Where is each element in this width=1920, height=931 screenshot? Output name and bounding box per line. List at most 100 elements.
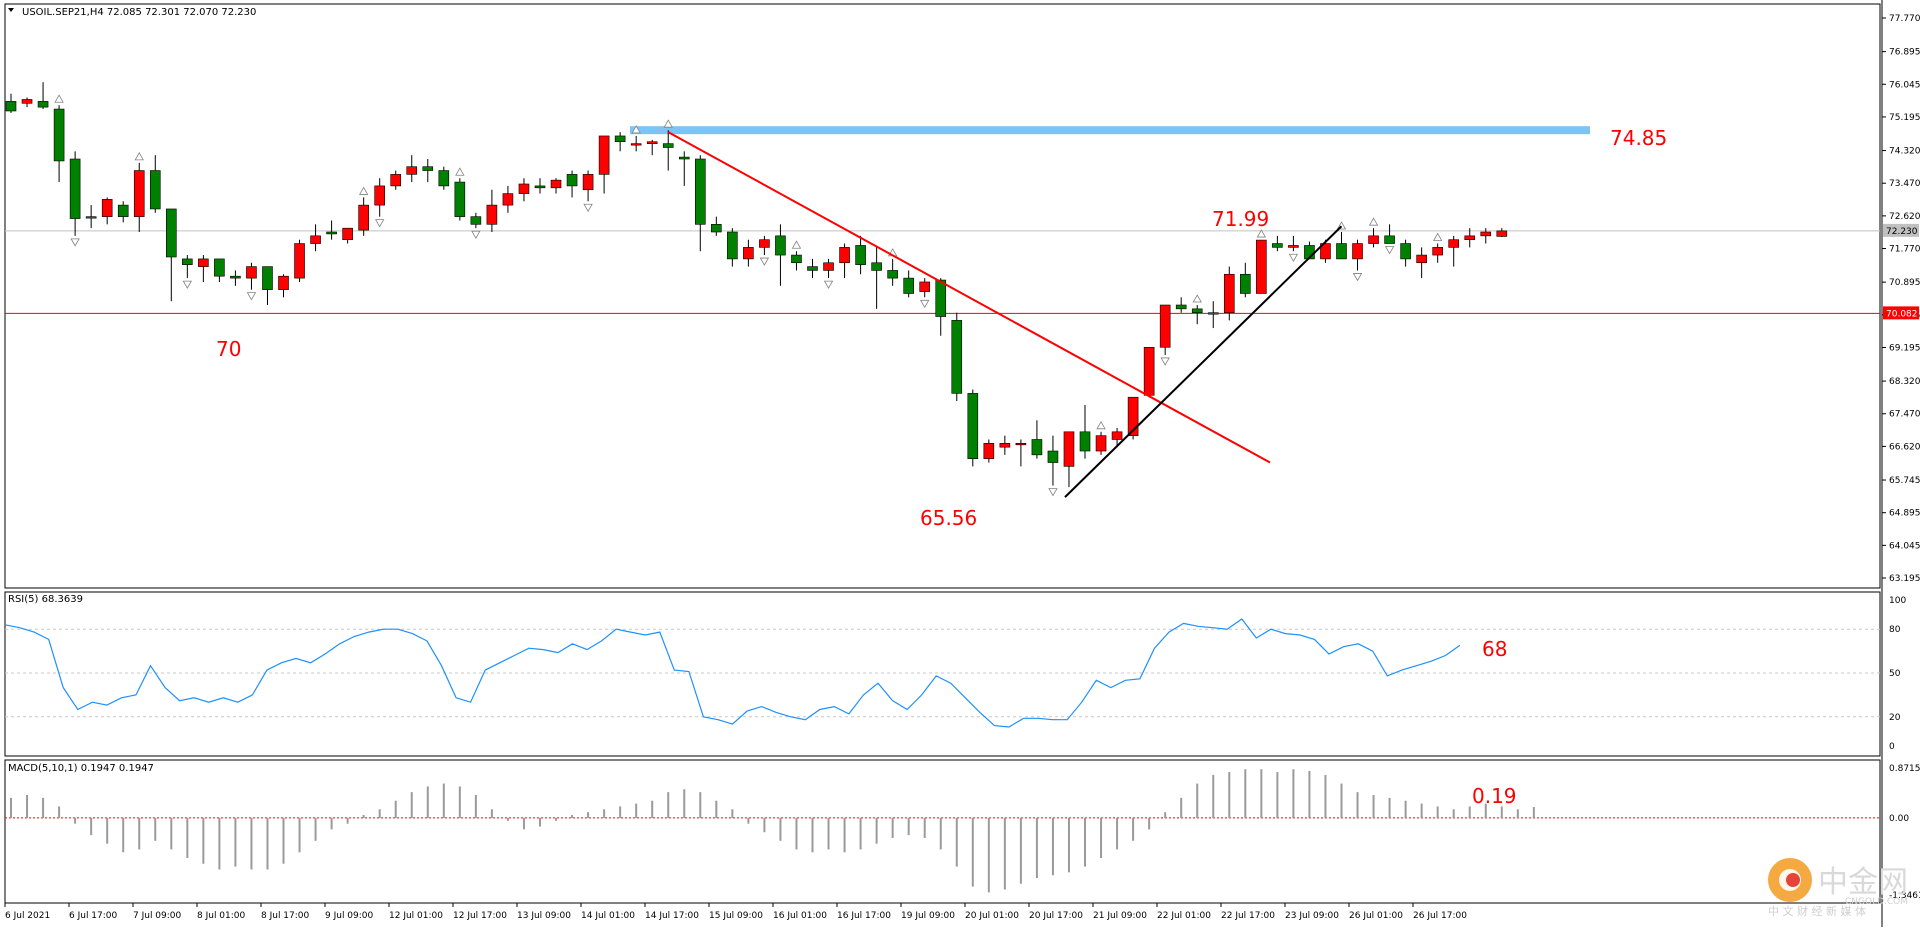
high-annotation: 71.99	[1212, 207, 1269, 231]
candle-body	[1320, 243, 1331, 260]
price-tick-label: 72.620	[1889, 212, 1920, 222]
candle-body	[646, 141, 658, 144]
chevron-down-icon[interactable]	[8, 8, 14, 12]
candle	[1496, 228, 1508, 238]
candle-body	[117, 204, 129, 217]
candle	[278, 274, 289, 298]
time-tick-label: 12 Jul 17:00	[453, 911, 507, 921]
candle	[1400, 239, 1411, 267]
candle	[294, 239, 305, 282]
rsi-tick-label: 80	[1889, 625, 1901, 635]
rsi-tick-label: 100	[1889, 596, 1906, 606]
rsi-pane[interactable]	[4, 591, 1881, 757]
candle	[342, 227, 353, 244]
candle-body	[1288, 245, 1299, 248]
candle-body	[887, 270, 898, 279]
candle	[582, 170, 594, 202]
candle	[1047, 435, 1059, 486]
support-price-tag-label: 70.082	[1886, 309, 1918, 319]
candle	[1448, 235, 1459, 267]
price-tick-label: 64.895	[1889, 509, 1920, 519]
candle-body	[166, 208, 177, 258]
candle	[101, 197, 113, 225]
time-tick-label: 23 Jul 09:00	[1285, 911, 1339, 921]
candle-body	[198, 258, 209, 267]
candle-body	[53, 108, 65, 162]
candle-body	[582, 174, 594, 191]
current-price-tag-label: 72.230	[1886, 227, 1918, 237]
candle	[1127, 396, 1139, 440]
candle	[1288, 235, 1299, 252]
candle-body	[1143, 346, 1155, 396]
fractal-up-icon	[1096, 420, 1106, 430]
candle	[1272, 235, 1283, 252]
candle-body	[214, 258, 225, 277]
candle	[374, 178, 385, 217]
candle-body	[1207, 312, 1219, 315]
fractal-up-icon	[631, 125, 641, 134]
candle	[1031, 420, 1043, 459]
candle	[1063, 431, 1075, 488]
candle-body	[678, 156, 690, 160]
candle	[775, 224, 786, 286]
fractal-down-icon	[1384, 246, 1395, 255]
candle-body	[1191, 308, 1203, 313]
candle-body	[711, 224, 722, 233]
rsi-value-annotation: 68	[1482, 637, 1507, 661]
candle	[935, 278, 947, 336]
macd-pane[interactable]	[4, 759, 1881, 904]
resistance-band[interactable]	[630, 126, 1590, 135]
candle	[807, 258, 818, 279]
time-tick-label: 14 Jul 17:00	[645, 911, 699, 921]
candle	[1223, 266, 1235, 321]
price-tick-label: 64.045	[1889, 541, 1920, 551]
candle-body	[759, 239, 770, 248]
candle-body	[999, 443, 1011, 448]
candle-body	[438, 170, 450, 187]
candle	[983, 439, 995, 463]
candle	[262, 266, 273, 306]
candle	[1240, 262, 1251, 298]
time-tick-label: 16 Jul 01:00	[773, 911, 827, 921]
time-tick-label: 6 Jul 2021	[5, 911, 50, 921]
candle-body	[1496, 230, 1508, 237]
candle	[326, 220, 337, 240]
time-tick-label: 9 Jul 09:00	[325, 911, 374, 921]
downtrend-line[interactable]	[667, 131, 1271, 464]
price-tick-label: 68.320	[1889, 377, 1920, 387]
candle	[566, 170, 578, 198]
candle	[903, 270, 914, 298]
candle-body	[967, 393, 979, 459]
time-tick-label: 14 Jul 01:00	[581, 911, 635, 921]
candle	[133, 162, 145, 233]
resistance-annotation: 74.85	[1610, 126, 1667, 150]
candle-body	[149, 170, 161, 210]
candle-body	[919, 281, 931, 292]
candle-body	[1368, 235, 1379, 244]
support-annotation: 70	[216, 337, 241, 361]
candle	[1095, 431, 1107, 455]
candle-body	[133, 170, 145, 217]
fractal-down-icon	[70, 238, 80, 247]
candle	[999, 435, 1011, 455]
macd-tick-label: -1.3461	[1889, 891, 1920, 901]
candle	[1480, 228, 1492, 244]
candle-body	[935, 279, 947, 317]
fractal-up-icon	[1256, 229, 1267, 238]
candle	[358, 197, 369, 236]
candle-body	[1031, 439, 1043, 456]
price-pane[interactable]	[4, 3, 1881, 589]
candle	[390, 170, 402, 190]
candle-body	[1111, 431, 1123, 440]
candle-body	[1047, 450, 1059, 463]
candle-body	[1480, 231, 1492, 237]
watermark-tagline: 中 文 财 经 新 媒 体	[1768, 904, 1866, 918]
candle-body	[85, 216, 97, 219]
uptrend-line[interactable]	[1064, 225, 1343, 498]
fractal-down-icon	[759, 257, 770, 266]
candle-body	[262, 266, 273, 290]
time-tick-label: 20 Jul 17:00	[1029, 911, 1083, 921]
time-tick-label: 26 Jul 17:00	[1413, 911, 1467, 921]
